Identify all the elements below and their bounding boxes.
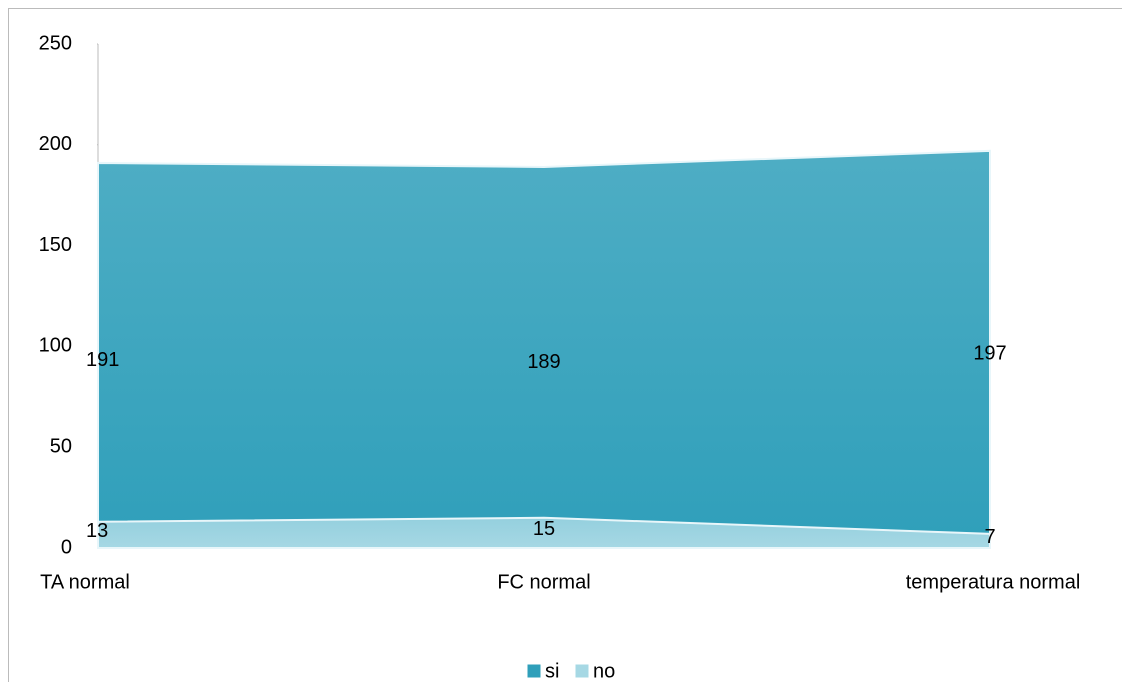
data-label: 13 <box>86 520 108 542</box>
legend-swatch <box>574 663 590 679</box>
legend-swatch <box>526 663 542 679</box>
legend-label: si <box>545 660 559 682</box>
data-label: 7 <box>984 526 995 548</box>
data-label: 191 <box>86 349 119 371</box>
area <box>97 516 991 549</box>
data-label: 197 <box>973 343 1006 365</box>
y-tick-label: 50 <box>50 435 72 457</box>
chart-frame <box>8 8 1122 682</box>
y-tick-label: 100 <box>39 335 72 357</box>
data-label: 189 <box>527 351 560 373</box>
data-label: 15 <box>533 518 555 540</box>
y-tick-label: 150 <box>39 234 72 256</box>
x-tick-label: TA normal <box>40 571 130 593</box>
legend-label: no <box>593 660 615 682</box>
x-tick-label: temperatura normal <box>906 571 1081 593</box>
area <box>97 149 991 549</box>
x-tick-label: FC normal <box>497 571 590 593</box>
y-tick-label: 0 <box>61 536 72 558</box>
y-tick-label: 250 <box>39 32 72 54</box>
y-tick-label: 200 <box>39 133 72 155</box>
